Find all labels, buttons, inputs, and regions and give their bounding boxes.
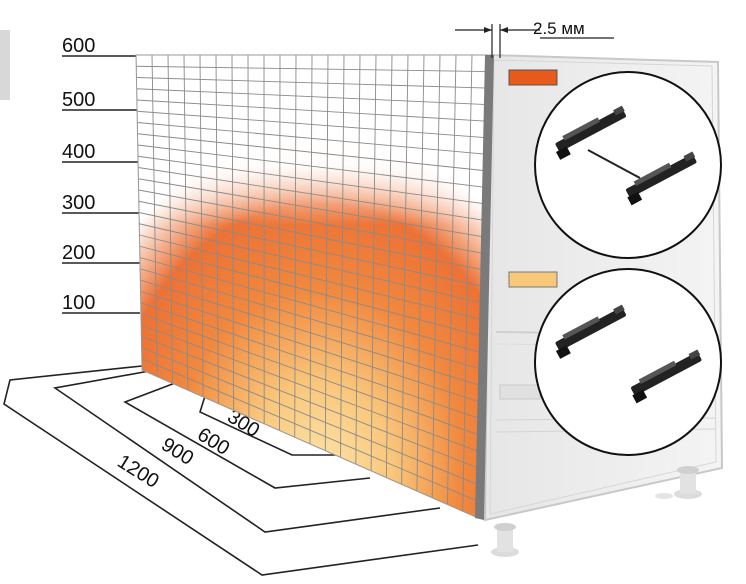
legend-swatch-high bbox=[509, 70, 557, 85]
edge-shadow bbox=[0, 30, 10, 100]
height-label-500: 500 bbox=[62, 89, 95, 111]
depth-label-900: 900 bbox=[157, 434, 197, 470]
height-label-400: 400 bbox=[62, 141, 95, 163]
legend-swatch-low bbox=[509, 272, 557, 287]
height-labels: 600 500 400 300 200 100 bbox=[62, 35, 95, 314]
height-label-300: 300 bbox=[62, 192, 95, 214]
height-label-600: 600 bbox=[62, 35, 95, 57]
paired-drawer-runners-icon bbox=[535, 269, 721, 455]
height-label-200: 200 bbox=[62, 242, 95, 264]
paired-drawer-runners-linked-icon bbox=[535, 72, 721, 258]
gap-dimension: 2.5 мм bbox=[455, 19, 614, 58]
height-label-100: 100 bbox=[62, 292, 95, 314]
depth-label-600: 600 bbox=[193, 424, 233, 460]
load-panel bbox=[100, 55, 520, 555]
gap-label: 2.5 мм bbox=[533, 19, 585, 38]
